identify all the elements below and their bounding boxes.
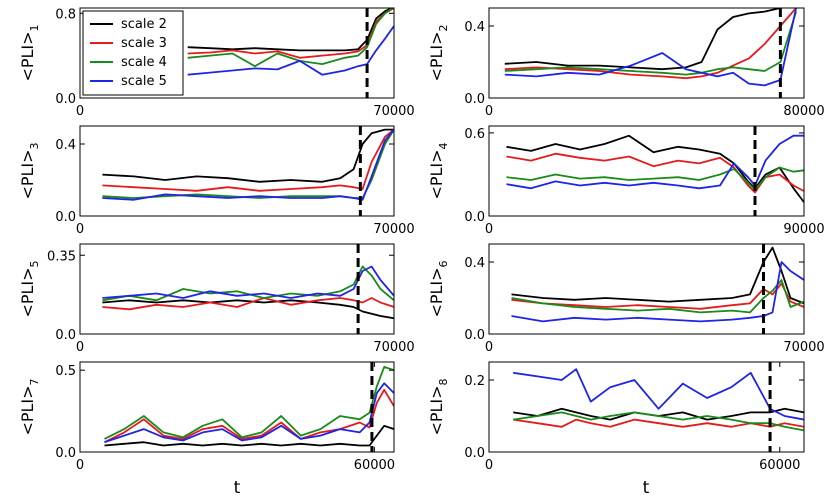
axes-frame: [488, 361, 805, 453]
y-axis-label: <PLI>3: [18, 142, 41, 199]
series-line-scale-5: [104, 382, 394, 444]
x-tick-label: 70000: [373, 104, 414, 119]
series-line-scale-5: [511, 261, 804, 323]
series-line-scale-3: [511, 282, 804, 310]
x-tick-label: 90000: [783, 222, 824, 237]
x-tick-label: 70000: [373, 222, 414, 237]
series-line-scale-3: [102, 297, 394, 311]
series-line-scale-4: [102, 265, 394, 302]
x-tick-label: 0: [485, 458, 493, 473]
y-tick-label: 0.2: [464, 374, 485, 389]
y-tick-label: 0.0: [55, 328, 76, 343]
y-tick-label: 0.6: [464, 127, 485, 142]
series-line-scale-3: [104, 388, 394, 444]
x-tick-label: 0: [76, 458, 84, 473]
panel-1: 0.0 0.8 0 70000 <PLI>1: [18, 7, 415, 119]
series-line-scale-5: [187, 25, 394, 76]
x-tick-label: 0: [485, 222, 493, 237]
legend-label-scale-5: scale 5: [121, 74, 167, 89]
x-tick-label: 60000: [759, 458, 800, 473]
axes-frame: [488, 125, 805, 217]
panel-7: 0.0 0.5 0 60000 <PLI>7: [18, 361, 395, 473]
series-line-scale-3: [506, 152, 804, 194]
y-tick-label: 0.0: [464, 328, 485, 343]
x-axis-label-left: t: [234, 478, 241, 498]
series-line-scale-4: [506, 166, 804, 191]
y-axis-label: <PLI>1: [18, 24, 41, 81]
series-line-scale-4: [104, 365, 394, 440]
panel-5: 0.0 0.35 0 70000 <PLI>5: [18, 243, 415, 355]
y-tick-label: 0.0: [464, 446, 485, 461]
axes-frame: [488, 7, 805, 99]
axes-frame: [79, 125, 395, 217]
panel-8: 0.0 0.2 0 60000 <PLI>8: [427, 361, 805, 473]
series-line-scale-3: [102, 128, 394, 192]
x-tick-label: 0: [485, 104, 493, 119]
panel-2: 0.0 0.4 0 80000 <PLI>2: [427, 7, 825, 119]
x-tick-label: 70000: [373, 340, 414, 355]
x-tick-label: 0: [76, 222, 84, 237]
series-line-scale-3: [187, 8, 394, 59]
y-tick-label: 0.0: [55, 92, 76, 107]
axes-frame: [488, 243, 805, 335]
series-line-scale-2: [102, 128, 394, 183]
y-tick-label: 0.35: [47, 249, 76, 264]
axes-frame: [79, 243, 395, 335]
series-line-scale-5: [504, 8, 797, 87]
x-tick-label: 0: [76, 104, 84, 119]
y-axis-label: <PLI>5: [18, 260, 41, 317]
series-line-scale-3: [504, 8, 797, 80]
x-axis-label-right: t: [643, 478, 650, 498]
series-line-scale-4: [187, 8, 394, 68]
series-line-scale-4: [102, 129, 394, 199]
y-tick-label: 0.0: [55, 210, 76, 225]
series-line-scale-5: [102, 265, 394, 299]
series-line-scale-2: [511, 246, 804, 305]
axes-frame: [79, 7, 395, 99]
y-tick-label: 0.4: [55, 138, 76, 153]
y-axis-label: <PLI>7: [18, 378, 41, 435]
y-tick-label: 0.5: [55, 364, 76, 379]
axes-frame: [79, 361, 395, 453]
series-line-scale-4: [513, 411, 804, 432]
series-line-scale-5: [506, 134, 804, 190]
x-tick-label: 60000: [354, 458, 395, 473]
series-line-scale-2: [187, 8, 394, 52]
y-tick-label: 0.0: [464, 92, 485, 107]
series-line-scale-4: [511, 279, 804, 314]
panel-6: 0.0 0.4 0 70000 <PLI>6: [427, 243, 825, 355]
series-line-scale-2: [506, 134, 804, 203]
y-axis-label: <PLI>2: [427, 24, 450, 81]
series-line-scale-2: [102, 299, 394, 320]
legend-label-scale-2: scale 2: [121, 17, 167, 32]
panel-4: 0.0 0.6 0 90000 <PLI>4: [427, 125, 825, 237]
y-tick-label: 0.0: [55, 446, 76, 461]
series-line-scale-2: [104, 424, 394, 447]
y-tick-label: 0.4: [464, 256, 485, 271]
y-tick-label: 0.0: [464, 210, 485, 225]
y-axis-label: <PLI>8: [427, 378, 450, 435]
series-line-scale-5: [102, 129, 394, 201]
x-tick-label: 0: [76, 340, 84, 355]
legend-label-scale-4: scale 4: [121, 55, 167, 70]
y-axis-label: <PLI>4: [427, 142, 450, 199]
y-tick-label: 0.8: [55, 7, 76, 22]
legend-label-scale-3: scale 3: [121, 36, 167, 51]
y-tick-label: 0.4: [464, 20, 485, 35]
x-tick-label: 0: [485, 340, 493, 355]
series-line-scale-5: [513, 368, 804, 421]
y-axis-label: <PLI>6: [427, 260, 450, 317]
x-tick-label: 70000: [783, 340, 824, 355]
series-line-scale-2: [504, 8, 783, 71]
series-line-scale-2: [513, 407, 804, 421]
series-line-scale-3: [513, 418, 804, 428]
x-tick-label: 80000: [783, 104, 824, 119]
panel-3: 0.0 0.4 0 70000 <PLI>3: [18, 125, 415, 237]
series-line-scale-4: [504, 11, 797, 76]
